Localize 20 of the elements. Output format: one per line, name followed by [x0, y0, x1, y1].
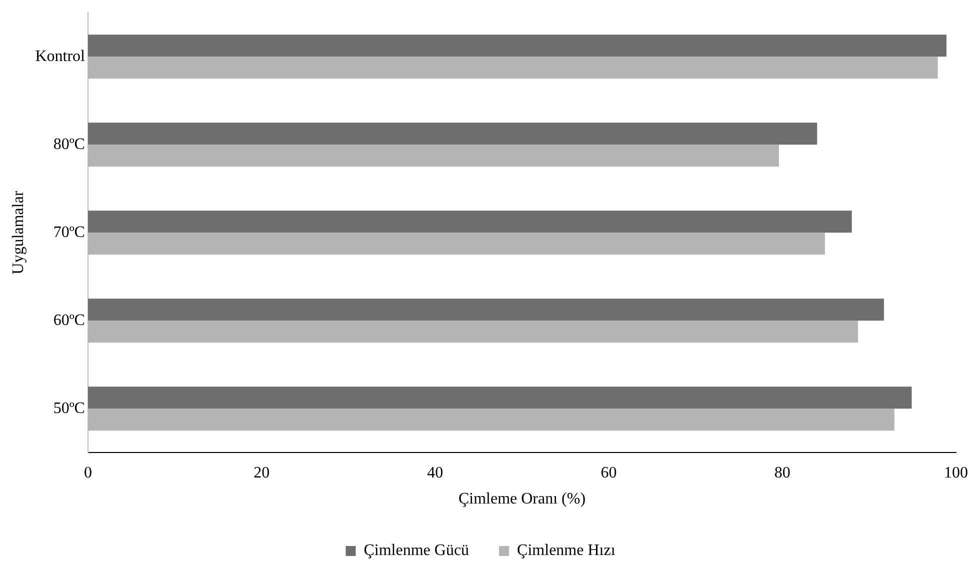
x-tick-label: 0 — [84, 464, 92, 482]
bar — [88, 298, 884, 321]
x-tick-label: 40 — [427, 464, 444, 482]
y-axis-title: Uygulamalar — [10, 190, 27, 274]
y-tick-label: 60ºC — [53, 312, 85, 329]
bar — [88, 34, 946, 57]
y-tick-label: Kontrol — [35, 48, 86, 65]
x-tick-label: 20 — [254, 464, 270, 482]
y-tick-label: 70ºC — [53, 224, 85, 241]
x-tick-label: 100 — [944, 464, 968, 482]
x-tick-label: 80 — [774, 464, 790, 482]
bar — [88, 386, 912, 409]
y-tick-label: 80ºC — [53, 136, 85, 153]
x-axis-title: Çimleme Oranı (%) — [458, 490, 586, 508]
y-tick-label: 50ºC — [53, 400, 85, 417]
bar — [88, 122, 818, 145]
legend-label: Çimlenme Gücü — [364, 542, 470, 560]
bar — [88, 210, 852, 233]
x-tick-label: 60 — [600, 464, 617, 482]
legend-label: Çimlenme Hızı — [517, 542, 616, 560]
